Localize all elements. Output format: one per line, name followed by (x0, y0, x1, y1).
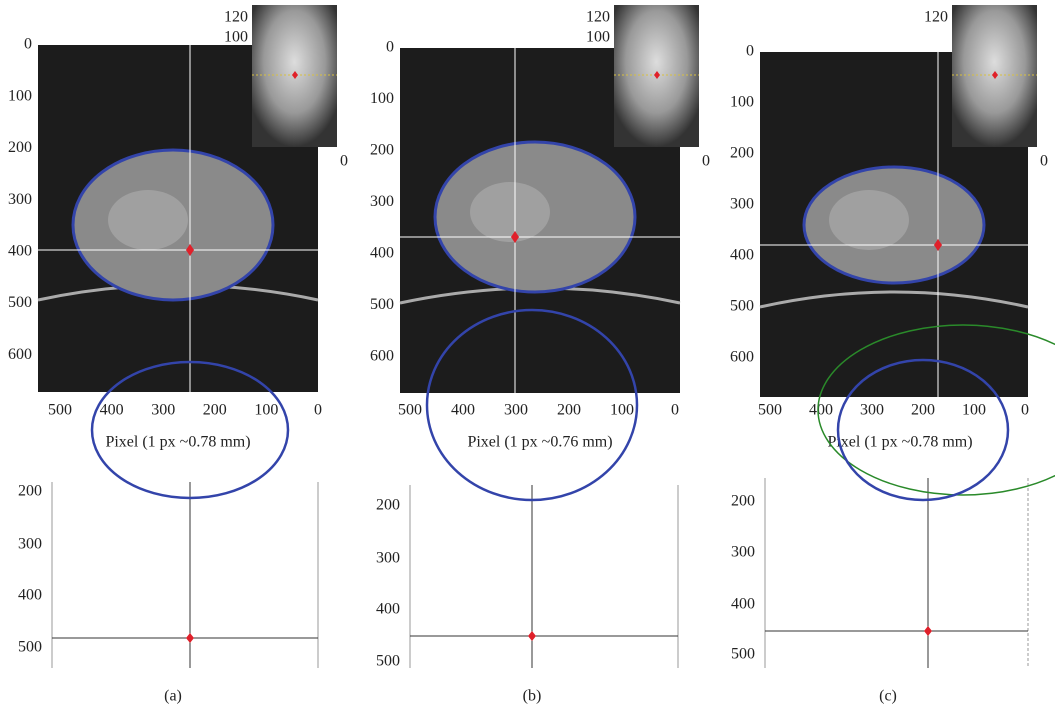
ct-organ (829, 190, 909, 250)
contour-y-tick-label: 300 (376, 550, 400, 567)
body-contour (836, 358, 1010, 502)
inset-tick-label: 120 (924, 9, 948, 26)
y-tick-label: 400 (730, 247, 754, 264)
caption: (b) (523, 688, 542, 705)
y-tick-label: 500 (730, 298, 754, 315)
x-tick-label: 200 (557, 402, 581, 419)
x-tick-label: 100 (962, 402, 986, 419)
y-tick-label: 200 (8, 139, 32, 156)
contour-y-tick-label: 200 (18, 483, 42, 500)
y-tick-label: 300 (8, 191, 32, 208)
contour-y-tick-label: 500 (731, 646, 755, 663)
body-contour (90, 360, 290, 500)
x-axis-label: Pixel (1 px ~0.76 mm) (467, 434, 612, 451)
y-tick-label: 500 (8, 294, 32, 311)
x-tick-label: 200 (911, 402, 935, 419)
x-tick-label: 300 (860, 402, 884, 419)
marker (934, 239, 942, 251)
contour-y-tick-label: 300 (18, 536, 42, 553)
x-axis-label: Pixel (1 px ~0.78 mm) (827, 434, 972, 451)
x-tick-label: 500 (758, 402, 782, 419)
ct-organ (108, 190, 188, 250)
y-tick-label: 500 (370, 296, 394, 313)
contour-y-tick-label: 400 (731, 596, 755, 613)
x-tick-label: 0 (314, 402, 322, 419)
x-tick-label: 100 (254, 402, 278, 419)
contour-y-tick-label: 400 (18, 587, 42, 604)
ct-table (759, 290, 1029, 309)
y-tick-label: 300 (730, 196, 754, 213)
x-tick-label: 400 (451, 402, 475, 419)
contour-y-tick-label: 500 (376, 653, 400, 670)
x-tick-label: 100 (610, 402, 634, 419)
marker (654, 71, 660, 79)
y-tick-label: 400 (8, 242, 32, 259)
caption: (a) (164, 688, 182, 705)
marker (292, 71, 298, 79)
contour-y-tick-label: 200 (731, 493, 755, 510)
y-tick-label: 0 (24, 36, 32, 53)
contour-y-tick-label: 500 (18, 639, 42, 656)
x-tick-label: 200 (203, 402, 227, 419)
inset-tick-label: 0 (340, 153, 348, 170)
y-tick-label: 0 (746, 43, 754, 60)
y-tick-label: 100 (370, 90, 394, 107)
x-tick-label: 0 (671, 402, 679, 419)
x-tick-label: 0 (1021, 402, 1029, 419)
marker (186, 244, 194, 256)
inset-tick-label: 0 (702, 153, 710, 170)
y-tick-label: 100 (730, 94, 754, 111)
y-tick-label: 0 (386, 39, 394, 56)
y-tick-label: 400 (370, 245, 394, 262)
y-tick-label: 600 (370, 348, 394, 365)
body-contour (425, 308, 639, 502)
inset-tick-label: 0 (1040, 153, 1048, 170)
x-tick-label: 400 (100, 402, 124, 419)
ct-organ (470, 182, 550, 242)
x-tick-label: 400 (809, 402, 833, 419)
x-tick-label: 500 (48, 402, 72, 419)
marker (992, 71, 998, 79)
y-tick-label: 600 (8, 346, 32, 363)
inset-tick-label: 100 (224, 29, 248, 46)
contour-y-tick-label: 200 (376, 497, 400, 514)
inset-tick-label: 120 (224, 9, 248, 26)
marker (511, 231, 519, 243)
contour-y-tick-label: 300 (731, 544, 755, 561)
inset-tick-label: 100 (586, 29, 610, 46)
y-tick-label: 100 (8, 87, 32, 104)
marker (186, 633, 194, 643)
panel: 120 100 0 0 100 200 300 400 500 600 500 400 300 200 10… (8, 5, 348, 705)
x-tick-label: 500 (398, 402, 422, 419)
x-tick-label: 300 (504, 402, 528, 419)
y-tick-label: 300 (370, 193, 394, 210)
reference-contour (817, 324, 1055, 496)
inset-tick-label: 120 (586, 9, 610, 26)
panel: 120 100 0 0 100 200 300 400 500 600 500 400 300 200 10… (370, 5, 710, 705)
panel: 120 0 0 100 200 300 400 500 600 500 400 300 200 100 0 P… (730, 5, 1055, 705)
caption: (c) (879, 688, 897, 705)
marker (528, 631, 536, 641)
x-tick-label: 300 (151, 402, 175, 419)
contour-y-tick-label: 400 (376, 601, 400, 618)
y-tick-label: 200 (370, 142, 394, 159)
marker (924, 626, 932, 636)
y-tick-label: 200 (730, 145, 754, 162)
y-tick-label: 600 (730, 349, 754, 366)
x-axis-label: Pixel (1 px ~0.78 mm) (105, 434, 250, 451)
